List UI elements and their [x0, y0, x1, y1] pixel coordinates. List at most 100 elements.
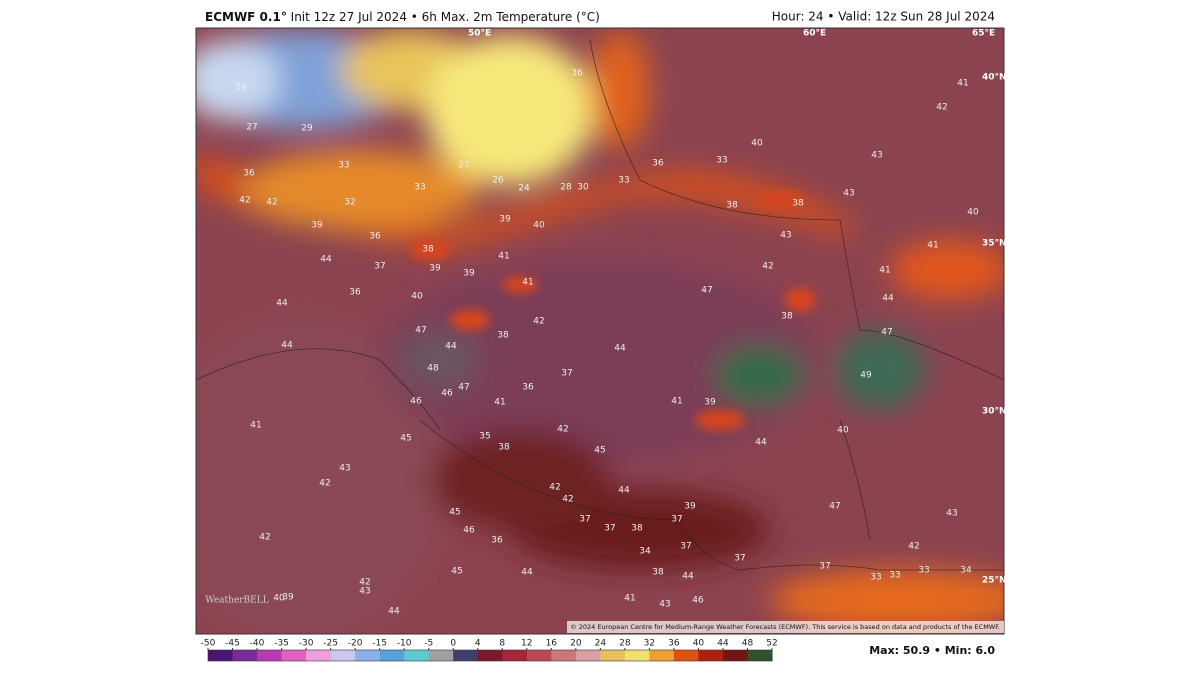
model: ECMWF 0.1° — [205, 10, 287, 24]
colorbar-tick-label: 52 — [766, 639, 777, 649]
temperature-label: 24 — [518, 184, 530, 194]
temperature-label: 49 — [860, 371, 872, 381]
temperature-label: 47 — [829, 502, 840, 512]
colorbar-segment — [747, 650, 773, 661]
geo-label: 50°E — [468, 29, 491, 39]
temperature-label: 38 — [498, 443, 510, 453]
temperature-label: 47 — [701, 286, 712, 296]
colorbar-segment — [404, 650, 430, 661]
temperature-label: 44 — [882, 294, 894, 304]
temperature-label: 33 — [889, 571, 900, 581]
temperature-label: 34 — [960, 566, 972, 576]
colorbar-tick-label: 32 — [644, 639, 655, 649]
temperature-label: 38 — [631, 524, 643, 534]
colorbar-segment — [722, 650, 748, 661]
temperature-label: 36 — [491, 536, 503, 546]
colorbar-segment — [649, 650, 675, 661]
temperature-label: 41 — [671, 397, 682, 407]
temperature-label: 30 — [577, 183, 589, 193]
colorbar-frame — [207, 649, 773, 662]
temperature-label: 42 — [239, 196, 250, 206]
colorbar-tick-label: 28 — [619, 639, 631, 649]
temperature-label: 32 — [344, 198, 355, 208]
temperature-label: 42 — [259, 533, 270, 543]
valid-time: Hour: 24 • Valid: 12z Sun 28 Jul 2024 — [772, 10, 995, 24]
temperature-label: 42 — [266, 198, 277, 208]
temperature-label: 37 — [579, 515, 590, 525]
temperature-label: 42 — [359, 578, 370, 588]
temperature-label: 42 — [557, 425, 568, 435]
temperature-label: 40 — [967, 208, 979, 218]
temperature-label: 46 — [441, 389, 453, 399]
temperature-label: 33 — [716, 156, 727, 166]
temperature-label: 27 — [458, 161, 469, 171]
colorbar-tick-label: 0 — [450, 639, 456, 649]
temperature-label: 43 — [339, 464, 350, 474]
colorbar-segment — [306, 650, 332, 661]
temperature-label: 41 — [494, 398, 505, 408]
copyright-bg — [567, 621, 1004, 633]
temperature-label: 40 — [837, 426, 849, 436]
colorbar-tick-label: -45 — [225, 639, 240, 649]
temperature-label: 40 — [273, 594, 285, 604]
temperature-label: 36 — [243, 169, 255, 179]
temperature-label: 42 — [762, 262, 773, 272]
temperature-label: 44 — [320, 255, 332, 265]
temperature-label: 42 — [908, 542, 919, 552]
geo-label: 30°N — [982, 407, 1007, 417]
colorbar-segment — [257, 650, 283, 661]
geo-label: 60°E — [803, 29, 826, 39]
temperature-label: 36 — [349, 288, 361, 298]
colorbar-tick-label: 44 — [717, 639, 729, 649]
geo-label: 40°N — [982, 73, 1007, 83]
colorbar-segment — [428, 650, 454, 661]
temperature-label: 41 — [957, 79, 968, 89]
colorbar-tick-label: 12 — [521, 639, 532, 649]
temperature-label: 39 — [282, 593, 294, 603]
colorbar-segment — [330, 650, 356, 661]
map-area — [196, 28, 1004, 634]
temperature-label: 43 — [843, 189, 854, 199]
temperature-label: 41 — [624, 594, 635, 604]
colorbar-segment — [673, 650, 699, 661]
temperature-label: 29 — [301, 124, 313, 134]
geo-label: 25°N — [982, 576, 1007, 586]
colorbar-segment — [232, 650, 258, 661]
temperature-label: 33 — [618, 176, 629, 186]
temperature-label: 37 — [374, 262, 385, 272]
temperature-label: 37 — [734, 554, 745, 564]
temperature-label: 42 — [562, 495, 573, 505]
temperature-label: 39 — [429, 264, 441, 274]
temperature-label: 26 — [492, 176, 504, 186]
colorbar-segment — [477, 650, 503, 661]
temperature-label: 37 — [819, 562, 830, 572]
colorbar-segment — [624, 650, 650, 661]
geo-label: 35°N — [982, 239, 1007, 249]
temperature-label: 41 — [927, 241, 938, 251]
temperature-label: 47 — [458, 383, 469, 393]
colorbar-tick-label: -40 — [250, 639, 265, 649]
temperature-label: 33 — [870, 573, 881, 583]
colorbar-segment — [502, 650, 528, 661]
colorbar-tick-label: -20 — [348, 639, 363, 649]
temperature-label: 48 — [427, 364, 439, 374]
geo-label: 65°E — [972, 29, 995, 39]
temperature-label: 38 — [422, 245, 434, 255]
colorbar-tick-label: -15 — [372, 639, 387, 649]
temperature-label: 46 — [692, 596, 704, 606]
temperature-label: 33 — [414, 183, 425, 193]
colorbar-tick-label: -35 — [274, 639, 289, 649]
temperature-label: 44 — [618, 486, 630, 496]
temperature-label: 39 — [499, 215, 511, 225]
colorbar-segment — [281, 650, 307, 661]
colorbar-segment — [600, 650, 626, 661]
temperature-label: 42 — [533, 317, 544, 327]
temperature-label: 41 — [522, 278, 533, 288]
colorbar-segment — [575, 650, 601, 661]
colorbar-tick-label: -10 — [397, 639, 412, 649]
colorbar-tick-label: 20 — [570, 639, 582, 649]
temperature-label: 33 — [338, 161, 349, 171]
temperature-label: 35 — [479, 432, 490, 442]
colorbar-tick-label: 4 — [475, 639, 481, 649]
